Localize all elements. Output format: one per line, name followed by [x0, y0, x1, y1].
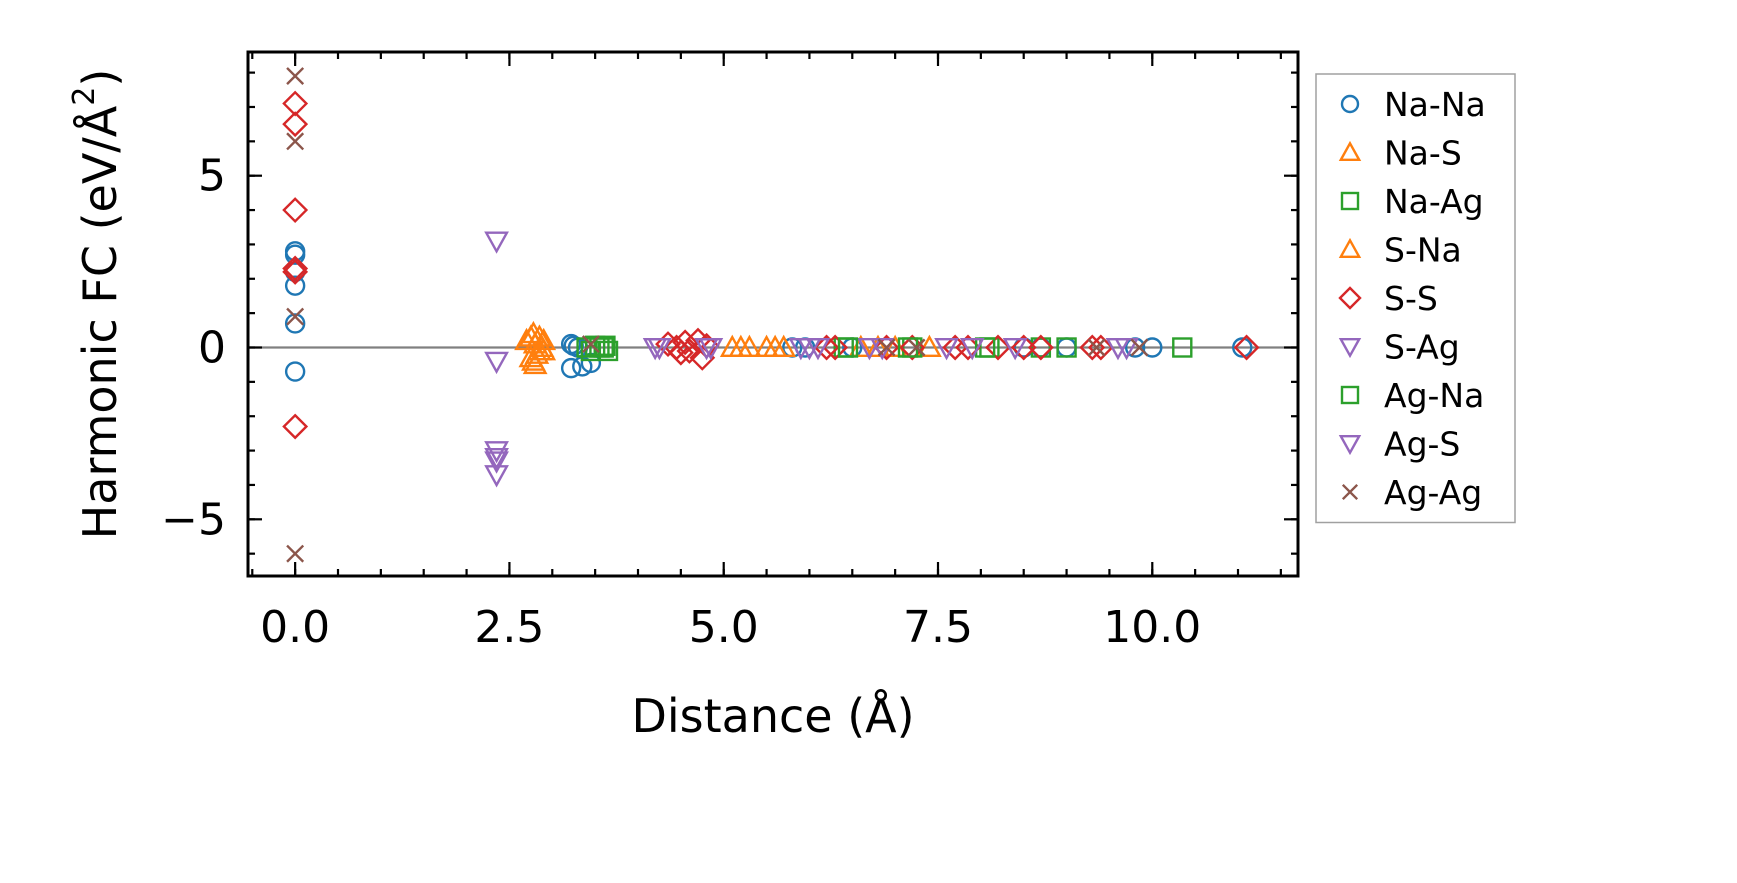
point-s-na: [865, 334, 891, 357]
y-tick-label: 5: [198, 151, 226, 202]
tick-labels: 0.0 2.5 5.0 7.5 10.0 −5 0 5: [161, 151, 1201, 653]
point-s-s: [282, 90, 309, 117]
legend-label-ag-ag: Ag-Ag: [1384, 473, 1482, 512]
x-tick-label: 7.5: [903, 602, 973, 653]
point-ag-s: [698, 338, 724, 361]
point-ag-s: [959, 338, 985, 361]
legend-marker-na-ag: [1340, 191, 1360, 211]
point-ag-ag: [286, 544, 305, 563]
point-ag-ag: [286, 307, 305, 326]
x-tick-label: 2.5: [474, 602, 544, 653]
y-axis-title-close: ): [73, 69, 127, 87]
point-na-ag: [1172, 337, 1193, 358]
axis-ticks: [248, 52, 1298, 576]
point-ag-na: [595, 335, 616, 356]
point-ag-s: [484, 447, 509, 471]
point-ag-na: [974, 337, 996, 358]
point-na-s: [848, 334, 874, 357]
plot-frame: [246, 50, 1300, 578]
legend-label-ag-s: Ag-S: [1384, 425, 1460, 464]
legend-box: [1315, 73, 1516, 524]
legend-label-na-na: Na-Na: [1384, 85, 1486, 124]
point-s-ag: [484, 351, 509, 375]
legend-label-na-s: Na-S: [1384, 134, 1462, 173]
point-na-na: [284, 361, 306, 382]
point-ag-ag: [581, 335, 600, 354]
y-tick-label: −5: [161, 494, 226, 545]
point-na-s: [531, 327, 557, 351]
point-s-s: [282, 255, 309, 282]
point-ag-s: [647, 338, 672, 361]
y-axis-title-main: Harmonic FC (eV/Å: [73, 105, 127, 539]
legend-marker-ag-na: [1340, 385, 1360, 405]
legend-label-s-s: S-S: [1384, 279, 1438, 318]
point-ag-ag: [907, 338, 926, 357]
point-na-na: [1142, 337, 1163, 358]
point-s-na: [527, 324, 552, 347]
point-s-ag: [857, 338, 882, 361]
point-s-na: [728, 334, 754, 357]
point-s-na: [531, 338, 557, 361]
point-s-ag: [484, 231, 509, 254]
legend-marker-s-na: [1338, 237, 1362, 259]
point-s-s: [1233, 334, 1260, 361]
point-na-ag: [1030, 337, 1052, 358]
point-ag-ag: [1087, 338, 1106, 357]
data-points: [282, 67, 1260, 563]
x-tick-label: 10.0: [1103, 602, 1201, 653]
point-s-s: [942, 334, 969, 361]
point-ag-ag: [286, 132, 305, 151]
point-ag-na: [837, 337, 859, 358]
point-s-s: [873, 334, 900, 361]
legend-marker-s-ag: [1338, 337, 1362, 359]
x-tick-label: 0.0: [260, 602, 330, 653]
x-axis-title: Distance (Å): [631, 689, 914, 743]
legend-label-s-na: S-Na: [1384, 231, 1462, 270]
point-s-s: [282, 197, 309, 224]
point-s-s: [282, 111, 309, 138]
point-s-s: [1010, 334, 1037, 361]
point-na-na: [1232, 337, 1253, 358]
point-na-s: [917, 334, 942, 357]
point-s-s: [282, 258, 309, 285]
point-s-s: [672, 329, 699, 356]
point-s-ag: [484, 451, 509, 474]
legend-marker-na-s: [1338, 140, 1362, 162]
point-na-na: [284, 275, 306, 296]
point-s-s: [813, 334, 840, 361]
point-s-ag: [1002, 338, 1028, 361]
legend-marker-na-na: [1340, 94, 1360, 114]
legend-marker-s-s: [1338, 286, 1362, 310]
y-axis-title-sup: 2: [67, 87, 102, 106]
legend: Na-Na Na-S Na-Ag S-Na S-S S-Ag Ag-Na Ag-S Ag-Ag: [1315, 73, 1516, 524]
point-s-s: [667, 339, 694, 366]
point-na-na: [284, 313, 306, 334]
point-ag-na: [589, 337, 610, 358]
y-axis-title: Harmonic FC (eV/Å2): [67, 69, 127, 540]
legend-label-na-ag: Na-Ag: [1384, 182, 1484, 221]
point-ag-s: [797, 338, 822, 361]
point-na-na: [560, 357, 582, 379]
point-s-s: [1027, 334, 1054, 361]
point-s-na: [762, 334, 788, 357]
point-s-ag: [934, 338, 959, 361]
point-ag-ag: [877, 338, 896, 357]
point-s-s: [822, 334, 849, 361]
point-ag-ag: [1130, 338, 1149, 357]
legend-label-ag-na: Ag-Na: [1384, 376, 1484, 415]
point-s-s: [985, 334, 1011, 361]
y-tick-label: 0: [198, 323, 226, 374]
legend-label-s-ag: S-Ag: [1384, 328, 1460, 367]
legend-marker-ag-s: [1338, 434, 1362, 456]
point-ag-ag: [286, 67, 305, 86]
point-s-s: [282, 413, 309, 440]
point-na-ag: [1056, 337, 1077, 358]
point-ag-s: [1114, 338, 1139, 361]
legend-marker-ag-ag: [1341, 483, 1359, 501]
x-tick-label: 5.0: [689, 602, 759, 653]
